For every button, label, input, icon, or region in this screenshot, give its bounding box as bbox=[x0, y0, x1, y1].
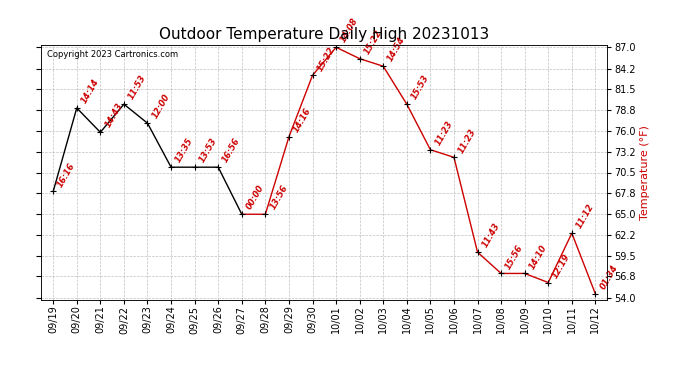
Text: 14:08: 14:08 bbox=[339, 17, 360, 45]
Text: 16:16: 16:16 bbox=[56, 161, 77, 189]
Text: 11:43: 11:43 bbox=[480, 222, 502, 249]
Text: 14:14: 14:14 bbox=[79, 78, 101, 105]
Text: 11:53: 11:53 bbox=[127, 74, 148, 101]
Text: 15:56: 15:56 bbox=[504, 243, 525, 271]
Text: 00:00: 00:00 bbox=[244, 184, 266, 211]
Text: 14:54: 14:54 bbox=[386, 36, 407, 63]
Text: 14:10: 14:10 bbox=[527, 243, 549, 271]
Text: 14:43: 14:43 bbox=[103, 102, 124, 129]
Text: 01:34: 01:34 bbox=[598, 263, 620, 291]
Text: Copyright 2023 Cartronics.com: Copyright 2023 Cartronics.com bbox=[47, 50, 178, 59]
Text: 15:22: 15:22 bbox=[315, 45, 337, 73]
Text: 13:53: 13:53 bbox=[197, 136, 219, 164]
Text: 11:23: 11:23 bbox=[433, 119, 455, 147]
Y-axis label: Temperature (°F): Temperature (°F) bbox=[640, 125, 650, 220]
Text: 12:00: 12:00 bbox=[150, 93, 172, 120]
Text: 13:35: 13:35 bbox=[174, 136, 195, 164]
Text: 16:56: 16:56 bbox=[221, 136, 242, 164]
Text: 14:16: 14:16 bbox=[292, 106, 313, 134]
Text: 13:56: 13:56 bbox=[268, 184, 289, 211]
Text: 11:23: 11:23 bbox=[457, 127, 478, 154]
Text: 11:12: 11:12 bbox=[575, 202, 596, 230]
Text: 15:53: 15:53 bbox=[410, 74, 431, 101]
Text: 12:19: 12:19 bbox=[551, 252, 572, 280]
Title: Outdoor Temperature Daily High 20231013: Outdoor Temperature Daily High 20231013 bbox=[159, 27, 489, 42]
Text: 15:22: 15:22 bbox=[362, 28, 384, 56]
